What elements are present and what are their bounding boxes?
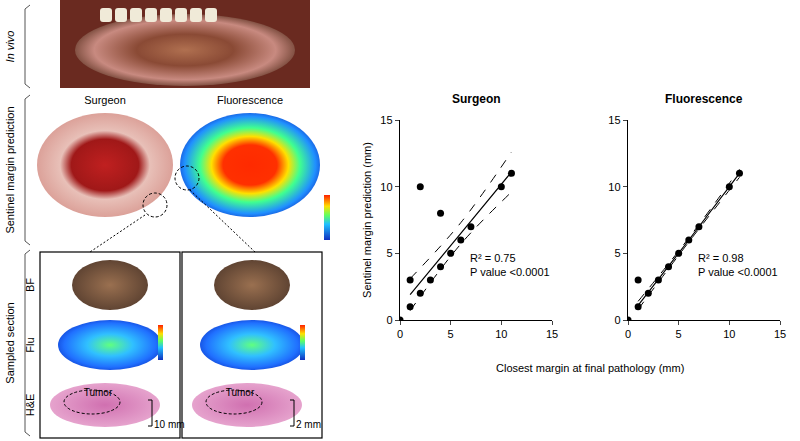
svg-text:10: 10 <box>495 328 507 340</box>
svg-text:0: 0 <box>386 314 392 326</box>
svg-text:15: 15 <box>774 328 786 340</box>
svg-text:5: 5 <box>614 247 620 259</box>
svg-text:Tumor: Tumor <box>226 387 255 398</box>
svg-text:Sentinel margin prediction (mm: Sentinel margin prediction (mm) <box>361 142 373 298</box>
svg-text:Flu: Flu <box>24 337 36 352</box>
svg-text:15: 15 <box>380 114 392 126</box>
svg-text:Sampled section: Sampled section <box>4 302 16 383</box>
svg-text:5: 5 <box>386 247 392 259</box>
svg-text:10 mm: 10 mm <box>154 419 185 430</box>
svg-text:15: 15 <box>608 114 620 126</box>
svg-text:10: 10 <box>723 328 735 340</box>
svg-text:Sentinel margin prediction: Sentinel margin prediction <box>4 106 16 233</box>
svg-text:10: 10 <box>380 181 392 193</box>
svg-text:5: 5 <box>448 328 454 340</box>
svg-text:0: 0 <box>397 328 403 340</box>
svg-text:Fluorescence: Fluorescence <box>217 94 283 106</box>
svg-text:0: 0 <box>614 314 620 326</box>
svg-text:2 mm: 2 mm <box>296 419 321 430</box>
svg-text:Closest margin at final pathol: Closest margin at final pathology (mm) <box>496 362 684 374</box>
svg-text:Surgeon: Surgeon <box>452 92 501 106</box>
svg-text:15: 15 <box>546 328 558 340</box>
svg-text:BF: BF <box>24 278 36 292</box>
svg-text:R² = 0.98P value <0.0001: R² = 0.98P value <0.0001 <box>698 252 778 278</box>
svg-text:H&E: H&E <box>24 394 36 417</box>
svg-text:Tumor: Tumor <box>84 387 113 398</box>
svg-text:Fluorescence: Fluorescence <box>665 92 743 106</box>
svg-text:In vivo: In vivo <box>4 31 16 63</box>
svg-text:R² = 0.75P value <0.0001: R² = 0.75P value <0.0001 <box>470 252 550 278</box>
svg-text:0: 0 <box>625 328 631 340</box>
svg-text:10: 10 <box>608 181 620 193</box>
svg-text:Surgeon: Surgeon <box>84 94 126 106</box>
svg-text:5: 5 <box>676 328 682 340</box>
